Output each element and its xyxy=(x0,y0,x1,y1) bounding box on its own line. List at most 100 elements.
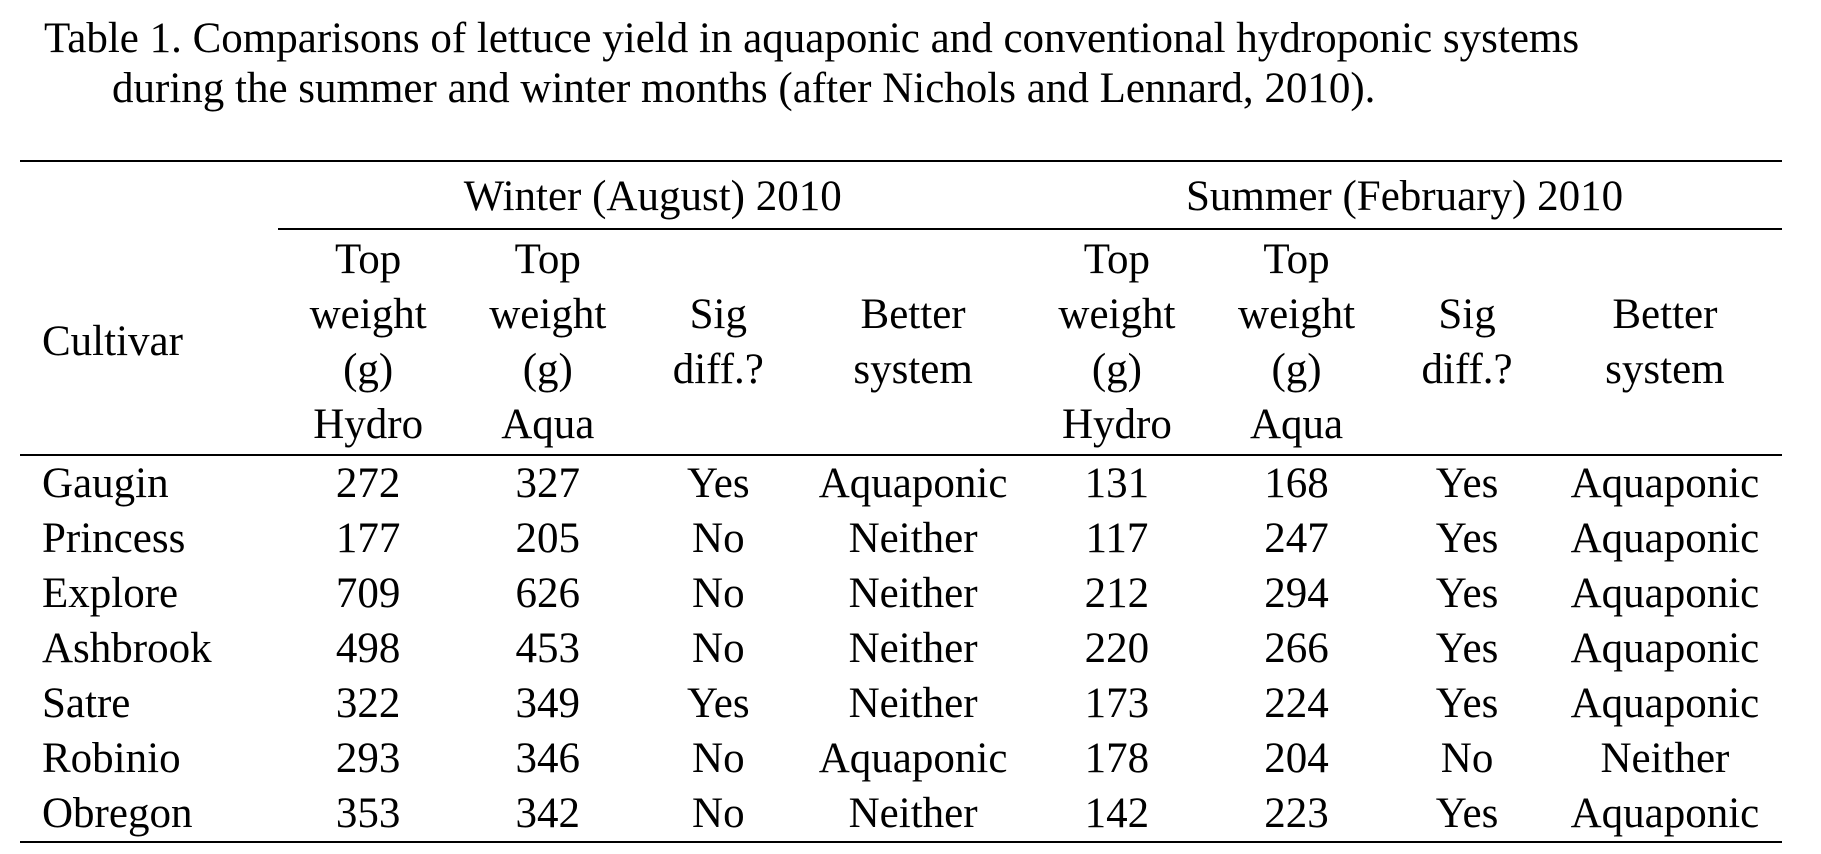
cell-cultivar: Ashbrook xyxy=(42,625,212,672)
cell-cultivar: Explore xyxy=(42,570,179,617)
header-line: system xyxy=(1605,346,1725,393)
cell-cultivar: Gaugin xyxy=(42,460,169,507)
cell-summer-sig: Yes xyxy=(1435,625,1499,672)
cell-summer-sig: Yes xyxy=(1435,570,1499,617)
table-row: Gaugin 272 327 Yes Aquaponic 131 168 Yes… xyxy=(20,455,1782,511)
header-line: weight xyxy=(309,291,427,338)
table-row: Princess 177 205 No Neither 117 247 Yes … xyxy=(20,511,1782,566)
cell-winter-aqua: 205 xyxy=(515,515,581,562)
cell-summer-better: Aquaponic xyxy=(1570,570,1760,617)
cell-winter-sig: Yes xyxy=(687,680,750,727)
cell-summer-hydro: 131 xyxy=(1084,460,1150,507)
cell-cultivar: Obregon xyxy=(42,790,193,837)
table-caption: Table 1. Comparisons of lettuce yield in… xyxy=(44,14,1804,114)
table-row: Obregon 353 342 No Neither 142 223 Yes A… xyxy=(20,786,1782,842)
cell-summer-better: Aquaponic xyxy=(1570,515,1760,562)
cell-summer-aqua: 266 xyxy=(1264,625,1329,672)
header-winter-sig: Sig diff.? xyxy=(638,229,799,455)
cell-winter-aqua: 342 xyxy=(515,790,581,837)
caption-line-2: during the summer and winter months (aft… xyxy=(112,65,1376,112)
cell-winter-aqua: 453 xyxy=(515,625,581,672)
header-line: Sig xyxy=(1438,291,1496,338)
cell-cultivar: Satre xyxy=(42,680,131,727)
header-line: (g) xyxy=(1091,346,1142,393)
table-row: Ashbrook 498 453 No Neither 220 266 Yes … xyxy=(20,621,1782,676)
table-row: Explore 709 626 No Neither 212 294 Yes A… xyxy=(20,566,1782,621)
header-line: diff.? xyxy=(672,346,764,393)
cell-winter-sig: No xyxy=(692,570,745,617)
cell-summer-hydro: 117 xyxy=(1085,515,1149,562)
header-line: Top xyxy=(1083,236,1151,283)
cell-winter-better: Aquaponic xyxy=(818,460,1008,507)
cell-summer-aqua: 168 xyxy=(1264,460,1329,507)
header-winter-hydro: Top weight (g) Hydro xyxy=(278,229,458,455)
cell-winter-better: Aquaponic xyxy=(818,735,1008,782)
cell-summer-aqua: 247 xyxy=(1264,515,1329,562)
header-line: Hydro xyxy=(313,401,424,448)
cell-winter-better: Neither xyxy=(848,790,978,837)
header-line: Better xyxy=(860,291,966,338)
cell-cultivar: Princess xyxy=(42,515,186,562)
cell-winter-hydro: 709 xyxy=(335,570,401,617)
cell-summer-hydro: 220 xyxy=(1084,625,1150,672)
group-header-row: Winter (August) 2010 Summer (February) 2… xyxy=(20,161,1782,230)
cell-summer-sig: Yes xyxy=(1435,680,1499,727)
cell-winter-hydro: 353 xyxy=(335,790,401,837)
header-summer-hydro: Top weight (g) Hydro xyxy=(1027,229,1207,455)
header-line: (g) xyxy=(522,346,573,393)
header-cultivar: Cultivar xyxy=(42,318,183,365)
cell-winter-aqua: 349 xyxy=(515,680,581,727)
header-line: weight xyxy=(489,291,607,338)
cell-summer-sig: Yes xyxy=(1435,515,1499,562)
table-row: Robinio 293 346 No Aquaponic 178 204 No … xyxy=(20,731,1782,786)
header-summer-better: Better system xyxy=(1548,229,1782,455)
header-winter-better: Better system xyxy=(799,229,1027,455)
caption-line-1: Table 1. Comparisons of lettuce yield in… xyxy=(44,15,1580,62)
header-line: Aqua xyxy=(1249,401,1344,448)
cell-winter-sig: No xyxy=(692,625,745,672)
header-line: Top xyxy=(335,236,402,283)
cell-winter-sig: No xyxy=(692,790,745,837)
cell-summer-aqua: 204 xyxy=(1264,735,1329,782)
cell-winter-better: Neither xyxy=(848,680,978,727)
cell-winter-aqua: 626 xyxy=(515,570,581,617)
cell-summer-hydro: 212 xyxy=(1084,570,1150,617)
header-line: Top xyxy=(514,236,581,283)
cell-winter-hydro: 177 xyxy=(335,515,401,562)
table-body: Gaugin 272 327 Yes Aquaponic 131 168 Yes… xyxy=(20,455,1782,842)
cell-winter-better: Neither xyxy=(848,625,978,672)
header-line: weight xyxy=(1238,291,1356,338)
table-row: Satre 322 349 Yes Neither 173 224 Yes Aq… xyxy=(20,676,1782,731)
cell-summer-better: Aquaponic xyxy=(1570,460,1760,507)
cell-winter-aqua: 327 xyxy=(515,460,581,507)
cell-winter-aqua: 346 xyxy=(515,735,581,782)
header-line: Top xyxy=(1263,236,1330,283)
group-header-summer: Summer (February) 2010 xyxy=(1027,161,1782,230)
cell-summer-sig: Yes xyxy=(1435,790,1499,837)
cell-cultivar: Robinio xyxy=(42,735,181,782)
cell-summer-better: Neither xyxy=(1600,735,1730,782)
cell-winter-sig: Yes xyxy=(687,460,750,507)
header-summer-sig: Sig diff.? xyxy=(1386,229,1547,455)
cell-summer-hydro: 178 xyxy=(1084,735,1150,782)
header-line: Aqua xyxy=(501,401,595,448)
cell-winter-better: Neither xyxy=(848,515,978,562)
group-header-spacer xyxy=(20,161,278,229)
cell-winter-hydro: 498 xyxy=(335,625,401,672)
cell-winter-sig: No xyxy=(692,515,745,562)
cell-winter-better: Neither xyxy=(848,570,978,617)
cell-summer-aqua: 223 xyxy=(1264,790,1329,837)
cell-winter-hydro: 322 xyxy=(335,680,401,727)
cell-winter-hydro: 272 xyxy=(335,460,401,507)
cell-summer-aqua: 224 xyxy=(1264,680,1329,727)
cell-winter-sig: No xyxy=(692,735,745,782)
header-line: Better xyxy=(1612,291,1718,338)
cell-summer-better: Aquaponic xyxy=(1570,680,1760,727)
cell-summer-aqua: 294 xyxy=(1264,570,1329,617)
cell-summer-hydro: 173 xyxy=(1084,680,1150,727)
yield-table: Winter (August) 2010 Summer (February) 2… xyxy=(20,160,1782,843)
header-line: (g) xyxy=(343,346,394,393)
column-header-row: Cultivar Top weight (g) Hydro Top weight… xyxy=(20,229,1782,455)
group-header-winter: Winter (August) 2010 xyxy=(278,161,1028,230)
cell-summer-hydro: 142 xyxy=(1084,790,1150,837)
